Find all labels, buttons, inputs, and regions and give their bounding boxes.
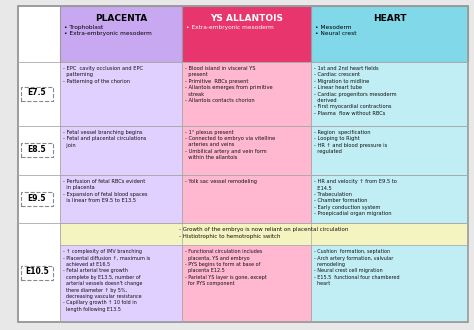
- Bar: [60, 223, 468, 245]
- Bar: [60, 245, 182, 322]
- Text: PLACENTA: PLACENTA: [95, 14, 147, 23]
- Text: - Growth of the embryo is now reliant on placental circulation
- Histiotrophic t: - Growth of the embryo is now reliant on…: [179, 227, 349, 239]
- Bar: [21, 87, 53, 101]
- Bar: [60, 62, 182, 126]
- Bar: [311, 175, 468, 223]
- Text: - Perfusion of fetal RBCs evident
  in placenta
- Expansion of fetal blood space: - Perfusion of fetal RBCs evident in pla…: [63, 179, 147, 203]
- Bar: [182, 6, 311, 62]
- Text: • Mesoderm
• Neural crest: • Mesoderm • Neural crest: [315, 25, 356, 36]
- Text: • Extra-embryonic mesoderm: • Extra-embryonic mesoderm: [186, 25, 274, 30]
- Bar: [311, 6, 468, 62]
- Bar: [60, 175, 182, 223]
- Bar: [182, 175, 311, 223]
- Bar: [182, 245, 311, 322]
- Bar: [311, 245, 468, 322]
- Bar: [182, 126, 311, 175]
- Bar: [60, 126, 182, 175]
- Text: YS ALLANTOIS: YS ALLANTOIS: [210, 14, 283, 23]
- Bar: [21, 144, 53, 157]
- Bar: [311, 62, 468, 126]
- Text: - Functional circulation includes
  placenta, YS and embryo
- PYS begins to form: - Functional circulation includes placen…: [185, 249, 267, 286]
- Text: - EPC  cavity occlusion and EPC
  patterning
- Patterning of the chorion: - EPC cavity occlusion and EPC patternin…: [63, 66, 143, 84]
- Bar: [21, 192, 53, 206]
- Text: HEART: HEART: [373, 14, 406, 23]
- Text: E10.5: E10.5: [25, 267, 49, 276]
- Text: - 1st and 2nd heart fields
- Cardiac crescent
- Migration to midline
- Linear he: - 1st and 2nd heart fields - Cardiac cre…: [314, 66, 397, 116]
- Bar: [21, 266, 53, 280]
- Text: - Yolk sac vessel remodeling: - Yolk sac vessel remodeling: [185, 179, 257, 184]
- Bar: [182, 62, 311, 126]
- Text: - Blood island in visceral YS
  present
- Primitive  RBCs present
- Allantois em: - Blood island in visceral YS present - …: [185, 66, 273, 103]
- Text: E9.5: E9.5: [28, 194, 46, 203]
- Bar: [311, 126, 468, 175]
- Text: - 1° plexus present
- Connected to embryo via vitelline
  arteries and veins
- U: - 1° plexus present - Connected to embry…: [185, 130, 276, 160]
- Text: - Region  specification
- Looping to Right
- HR ↑ and blood pressure is
  regula: - Region specification - Looping to Righ…: [314, 130, 387, 154]
- Bar: [60, 6, 182, 62]
- Text: - ↑ complexity of IMV branching
- Placental diffusion ↑, maximum is
  achieved a: - ↑ complexity of IMV branching - Placen…: [63, 249, 150, 312]
- Text: - Fetal vessel branching begins
- Fetal and placental circulations
  join: - Fetal vessel branching begins - Fetal …: [63, 130, 146, 148]
- Text: E8.5: E8.5: [27, 145, 46, 154]
- Text: - HR and velocity ↑ from E9.5 to
  E14.5
- Trabeculation
- Chamber formation
- E: - HR and velocity ↑ from E9.5 to E14.5 -…: [314, 179, 397, 216]
- Text: E7.5: E7.5: [27, 88, 46, 97]
- Text: • Trophoblast
• Extra-embryonic mesoderm: • Trophoblast • Extra-embryonic mesoderm: [64, 25, 152, 36]
- Text: - Cushion  formation, septation
- Arch artery formation, valvular
  remodeling
-: - Cushion formation, septation - Arch ar…: [314, 249, 400, 286]
